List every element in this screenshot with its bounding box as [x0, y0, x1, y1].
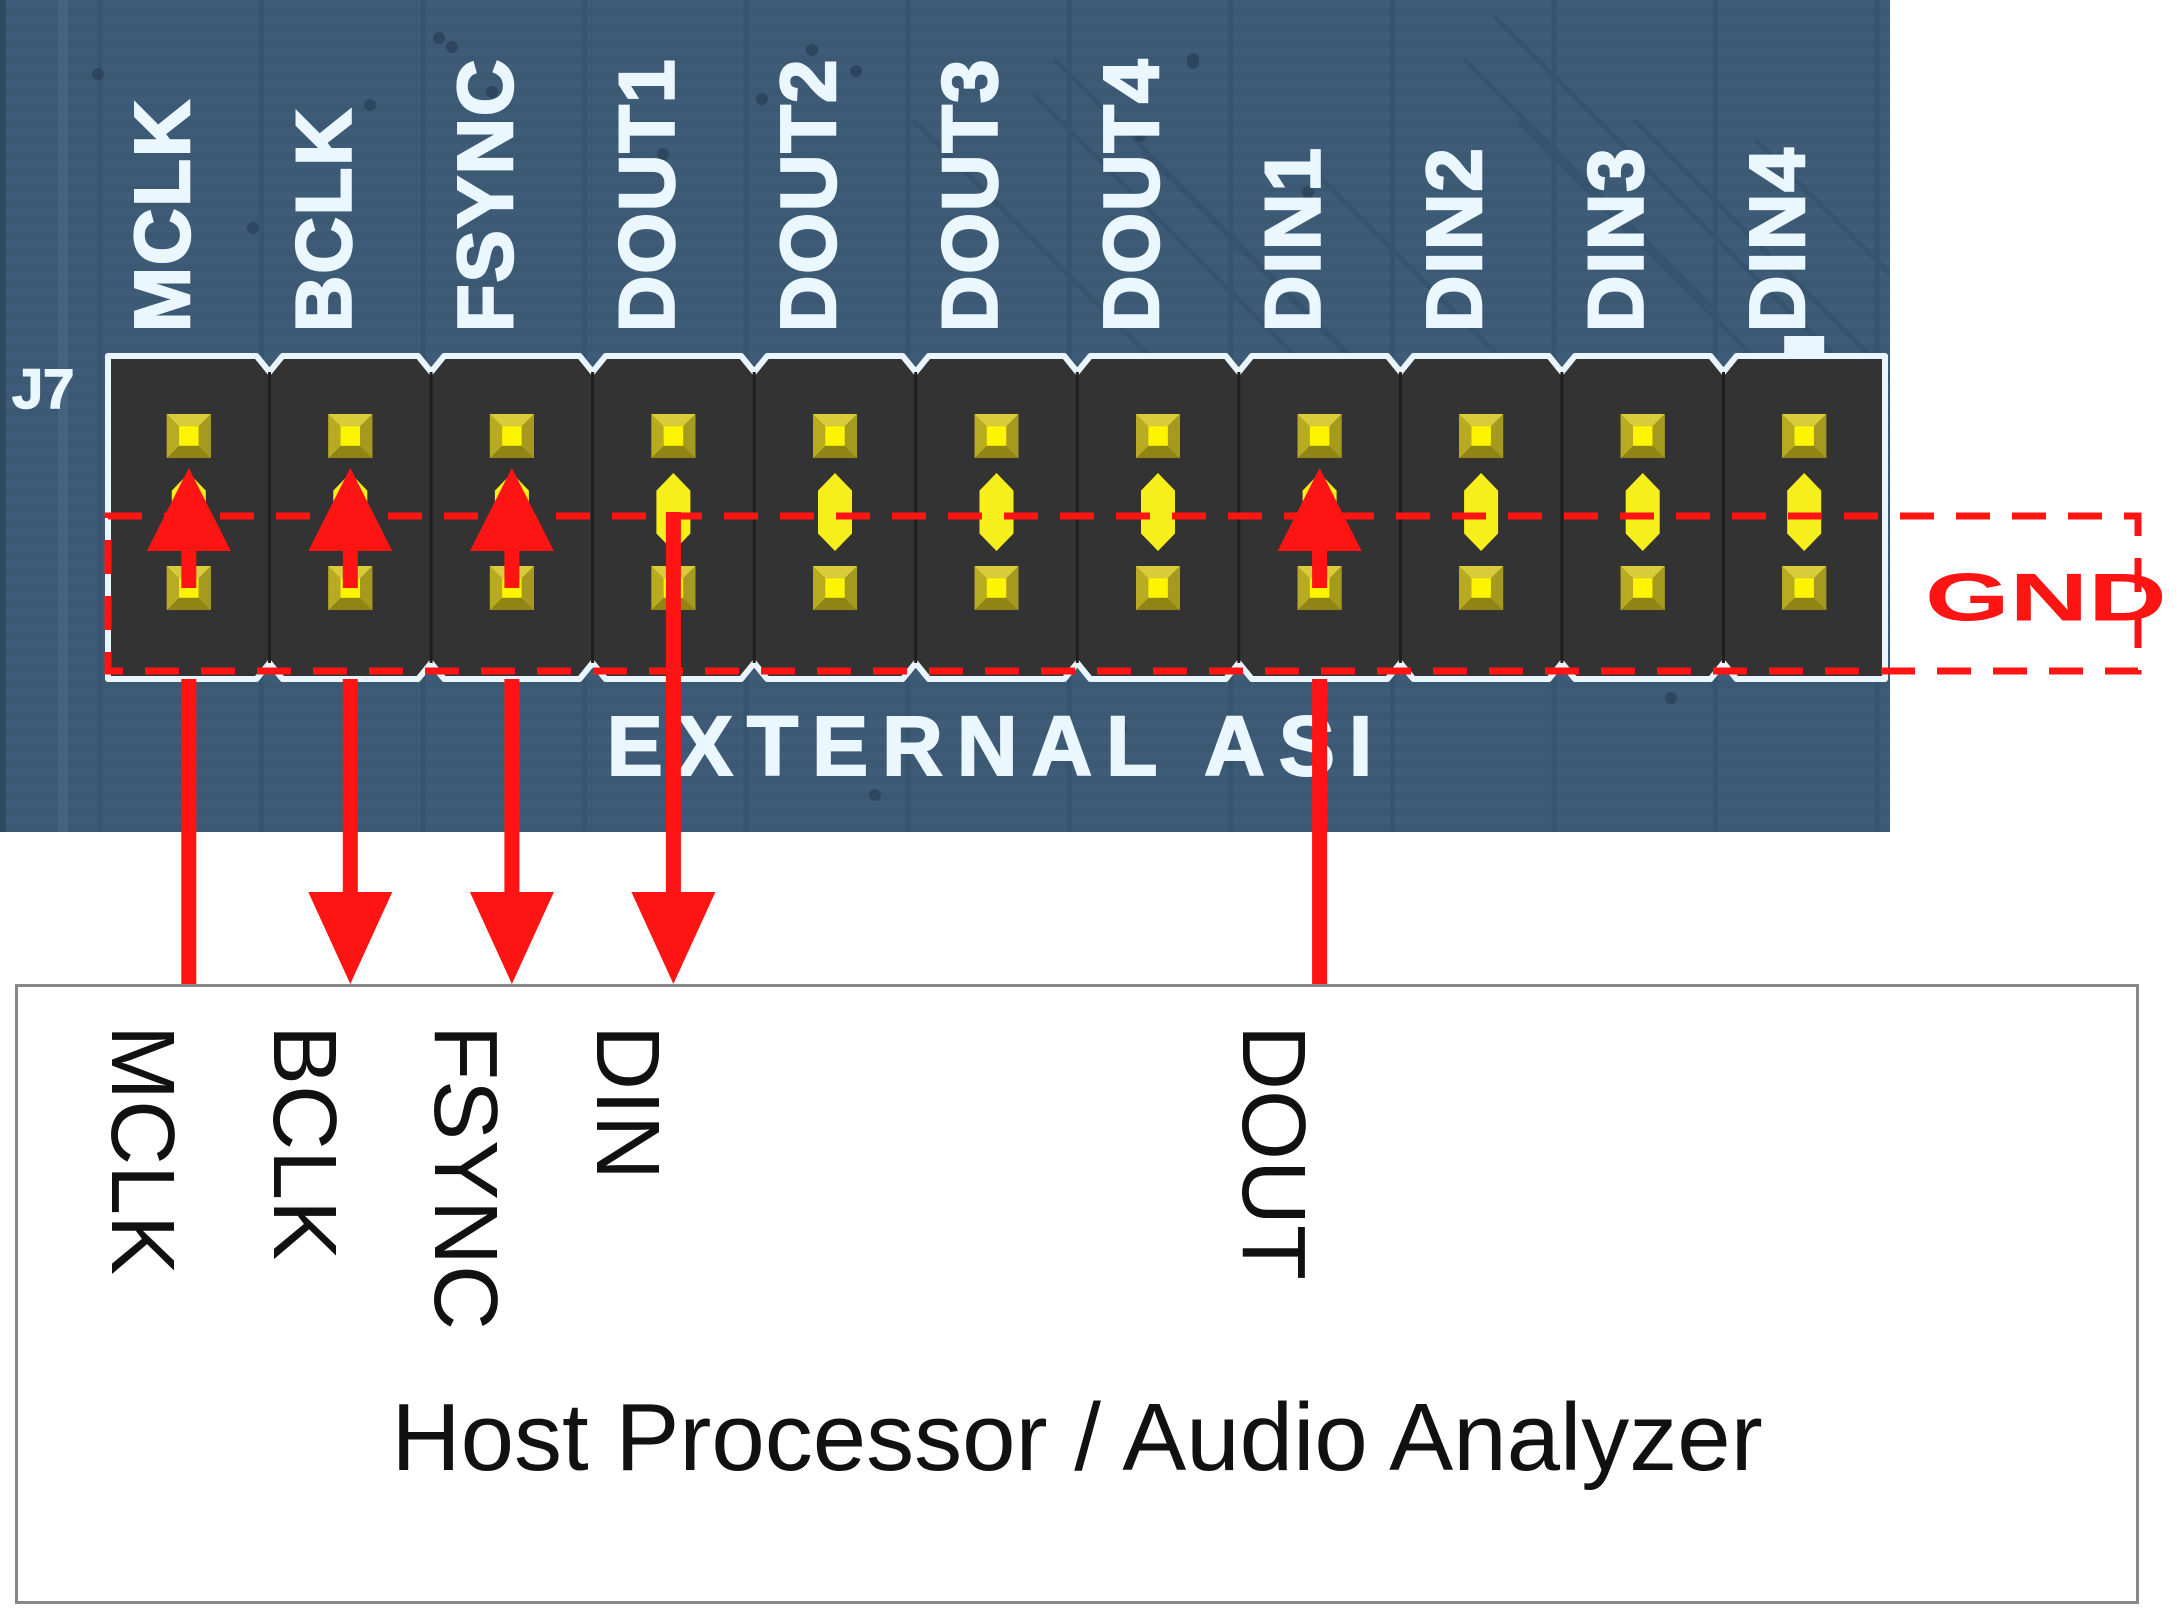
svg-text:DIN2: DIN2 [1410, 146, 1498, 332]
svg-text:DOUT3: DOUT3 [926, 58, 1014, 332]
svg-text:DIN1: DIN1 [1249, 146, 1337, 332]
svg-text:BCLK: BCLK [279, 107, 367, 332]
svg-text:DOUT2: DOUT2 [764, 58, 852, 332]
svg-text:DOUT1: DOUT1 [602, 58, 690, 332]
svg-text:FSYNC: FSYNC [441, 58, 529, 332]
svg-text:DIN3: DIN3 [1572, 146, 1660, 332]
svg-text:DIN4: DIN4 [1733, 146, 1821, 332]
svg-text:DOUT4: DOUT4 [1087, 58, 1175, 332]
svg-text:EXTERNAL ASI: EXTERNAL ASI [607, 699, 1386, 793]
svg-text:GND: GND [1925, 560, 2167, 636]
svg-text:J7: J7 [12, 357, 74, 420]
svg-text:MCLK: MCLK [118, 99, 206, 332]
